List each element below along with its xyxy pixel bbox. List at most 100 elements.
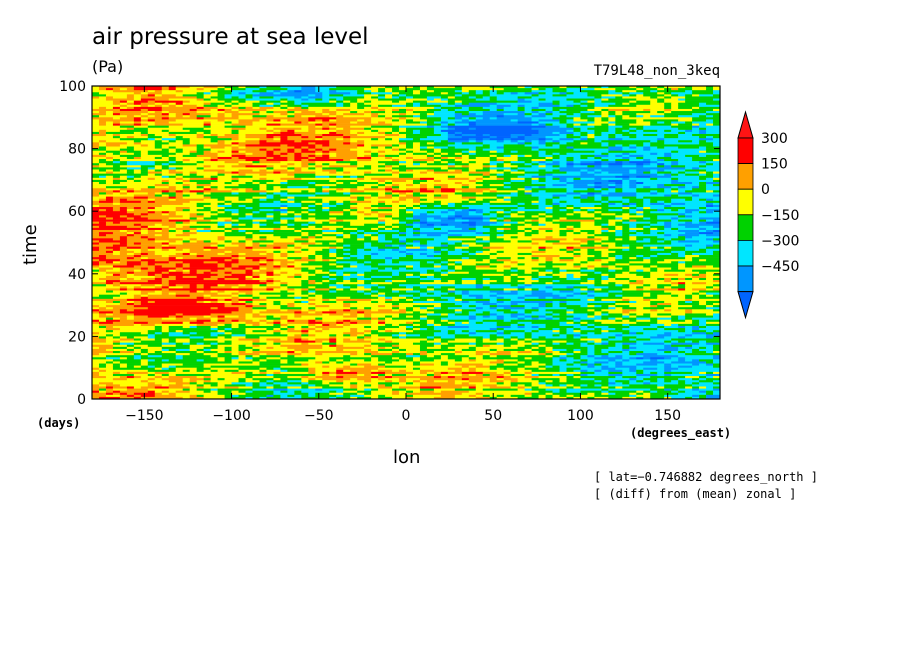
heatmap-cell: [259, 188, 267, 191]
heatmap-cell: [636, 219, 672, 222]
heatmap-cell: [545, 152, 553, 156]
heatmap-cell: [140, 175, 163, 179]
heatmap-cell: [154, 102, 163, 106]
heatmap-cell: [468, 200, 477, 204]
heatmap-cell: [454, 131, 463, 135]
heatmap-cell: [524, 106, 532, 110]
heatmap-cell: [133, 190, 163, 193]
heatmap-cell: [154, 186, 170, 189]
heatmap-cell: [545, 257, 553, 260]
heatmap-cell: [203, 92, 211, 95]
heatmap-cell: [419, 117, 442, 120]
heatmap-cell: [615, 136, 630, 139]
heatmap-cell: [594, 106, 665, 110]
heatmap-cell: [245, 292, 253, 295]
heatmap-cell: [699, 207, 707, 210]
heatmap-cell: [364, 257, 372, 260]
heatmap-cell: [433, 90, 456, 93]
heatmap-cell: [385, 156, 393, 160]
heatmap-cell: [392, 267, 400, 270]
heatmap-cell: [406, 102, 414, 106]
heatmap-cell: [594, 117, 602, 120]
heatmap-cell: [231, 113, 260, 116]
heatmap-cell: [287, 198, 295, 202]
heatmap-cell: [538, 131, 553, 135]
heatmap-cell: [406, 161, 414, 164]
heatmap-cell: [678, 209, 686, 212]
heatmap-cell: [636, 133, 644, 137]
heatmap-cell: [217, 165, 225, 168]
heatmap-cell: [419, 232, 449, 235]
heatmap-cell: [105, 217, 114, 220]
heatmap-cell: [378, 296, 386, 300]
heatmap-cell: [671, 123, 679, 126]
heatmap-cell: [412, 102, 421, 106]
heatmap-cell: [685, 244, 693, 247]
heatmap-cell: [392, 138, 400, 141]
heatmap-cell: [608, 111, 616, 114]
heatmap-cell: [175, 292, 218, 295]
heatmap-cell: [412, 152, 428, 156]
heatmap-cell: [92, 280, 107, 283]
heatmap-cell: [692, 188, 707, 191]
heatmap-cell: [378, 115, 386, 118]
heatmap-cell: [147, 236, 170, 239]
heatmap-cell: [196, 108, 211, 112]
heatmap-cell: [608, 119, 616, 122]
heatmap-cell: [364, 286, 372, 289]
heatmap-cell: [315, 192, 330, 195]
heatmap-cell: [622, 165, 637, 168]
heatmap-cell: [140, 269, 156, 273]
heatmap-cell: [98, 194, 135, 197]
heatmap-cell: [412, 181, 421, 185]
heatmap-cell: [489, 255, 532, 258]
heatmap-cell: [629, 136, 637, 139]
heatmap-cell: [657, 98, 665, 101]
heatmap-cell: [105, 282, 114, 285]
heatmap-cell: [608, 138, 623, 141]
heatmap-cell: [622, 96, 651, 99]
heatmap-cell: [447, 165, 456, 168]
heatmap-cell: [287, 179, 330, 183]
heatmap-cell: [252, 181, 260, 185]
heatmap-cell: [175, 90, 184, 93]
heatmap-cell: [224, 88, 232, 91]
heatmap-cell: [189, 115, 197, 118]
heatmap-cell: [259, 236, 267, 239]
heatmap-cell: [524, 188, 532, 191]
heatmap-cell: [252, 90, 267, 93]
heatmap-cell: [378, 129, 393, 133]
heatmap-cell: [566, 232, 574, 235]
heatmap-cell: [154, 200, 190, 204]
heatmap-cell: [92, 225, 100, 229]
heatmap-cell: [538, 219, 546, 222]
heatmap-cell: [580, 242, 588, 245]
heatmap-cell: [482, 184, 491, 187]
heatmap-cell: [371, 248, 379, 252]
heatmap-cell: [336, 200, 344, 204]
heatmap-cell: [447, 108, 456, 112]
heatmap-cell: [468, 207, 491, 210]
heatmap-cell: [517, 204, 539, 208]
heatmap-cell: [559, 269, 567, 273]
heatmap-cell: [112, 159, 121, 162]
heatmap-cell: [140, 248, 149, 252]
heatmap-cell: [531, 90, 553, 93]
heatmap-cell: [238, 244, 246, 247]
heatmap-cell: [336, 102, 344, 106]
heatmap-cell: [161, 190, 170, 193]
heatmap-cell: [636, 146, 644, 149]
heatmap-cell: [531, 257, 539, 260]
heatmap-cell: [350, 192, 379, 195]
heatmap-cell: [245, 100, 260, 103]
heatmap-cell: [447, 252, 463, 256]
heatmap-cell: [196, 229, 211, 233]
heatmap-cell: [301, 150, 316, 154]
heatmap-cell: [357, 165, 365, 168]
heatmap-cell: [482, 117, 491, 120]
heatmap-cell: [496, 98, 518, 101]
heatmap-cell: [622, 102, 630, 106]
heatmap-cell: [196, 171, 218, 174]
heatmap-cell: [133, 125, 149, 129]
heatmap-cell: [643, 127, 679, 131]
